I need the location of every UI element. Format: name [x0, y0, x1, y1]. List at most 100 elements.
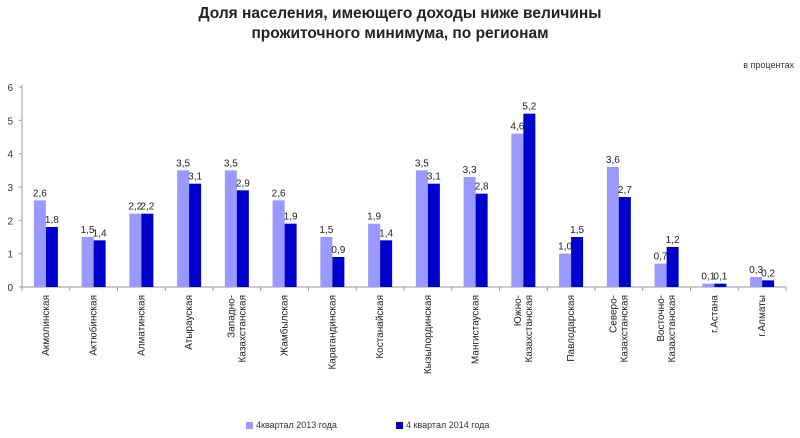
category-label-line: Южно- — [513, 295, 524, 326]
y-tick-label: 2 — [7, 216, 13, 227]
category-label-line: Жамбылская — [279, 295, 291, 356]
legend-item-2013: 4квартал 2013 года — [246, 420, 337, 430]
value-label-2014: 1,9 — [284, 212, 298, 223]
category-label-line: Казахстанская — [524, 295, 535, 362]
category-label-line: Северо- — [608, 295, 619, 333]
value-label-2013: 1,5 — [319, 225, 333, 236]
category-label-line: Акмолинская — [41, 295, 52, 356]
category-label-line: Карагандинская — [327, 295, 338, 370]
category-label-line: Западно- — [226, 295, 237, 338]
bar-2014 — [380, 240, 393, 287]
value-label-2013: 2,6 — [272, 188, 286, 199]
category-label: г.Астана — [709, 295, 720, 333]
value-label-2014: 3,1 — [188, 172, 202, 183]
chart-title-line-2: прожиточного минимума, по регионам — [251, 25, 549, 42]
legend-item-2014: 4 квартал 2014 года — [396, 420, 489, 430]
bar-2013 — [511, 133, 524, 287]
bar-2014 — [236, 190, 249, 287]
bar-2014 — [523, 113, 536, 288]
bar-2014 — [618, 197, 631, 287]
value-label-2013: 2,6 — [33, 188, 47, 199]
category-label: Атырауская — [184, 295, 195, 350]
bar-2014 — [427, 183, 440, 287]
bar-2013 — [129, 213, 142, 287]
chart-title: Доля населения, имеющего доходы ниже вел… — [0, 4, 800, 44]
y-tick-label: 3 — [7, 183, 13, 194]
value-label-2014: 1,4 — [379, 228, 393, 239]
category-label: г.Алматы — [757, 295, 768, 337]
value-label-2013: 3,3 — [463, 165, 477, 176]
category-label-line: Алматинская — [136, 295, 147, 356]
value-label-2014: 0,9 — [331, 245, 345, 256]
category-label-line: Восточно- — [656, 295, 667, 342]
value-label-2014: 0,1 — [713, 272, 727, 283]
value-label-2013: 1,0 — [558, 242, 572, 253]
bar-2014 — [332, 257, 345, 287]
bar-2013 — [750, 277, 763, 287]
bar-2014 — [284, 223, 297, 287]
bar-2014 — [666, 247, 679, 287]
category-label-line: Кызылординская — [423, 295, 434, 374]
category-label: Северо- Казахстанская — [608, 295, 630, 362]
category-label: Костанайская — [375, 295, 386, 359]
category-label-line: Атырауская — [184, 295, 195, 350]
category-label: Павлодарская — [566, 295, 577, 362]
category-label-line: Костанайская — [375, 295, 386, 359]
value-label-2013: 0,7 — [654, 252, 668, 263]
bar-2013 — [177, 170, 190, 287]
value-label-2013: 4,6 — [510, 122, 524, 133]
bar-2014 — [475, 193, 488, 287]
legend-swatch-2013 — [246, 421, 253, 429]
bar-2013 — [463, 177, 476, 287]
bar-chart: 01234562,61,8Акмолинская1,51,4Актюбинска… — [7, 83, 787, 374]
chart-title-line-1: Доля населения, имеющего доходы ниже вел… — [198, 5, 602, 22]
value-label-2013: 3,5 — [224, 158, 238, 169]
value-label-2013: 0,3 — [749, 265, 763, 276]
category-label: Карагандинская — [327, 295, 338, 370]
value-label-2014: 1,8 — [45, 215, 59, 226]
value-label-2014: 2,8 — [475, 182, 489, 193]
category-label: Восточно- Казахстанская — [656, 295, 678, 362]
category-label: Актюбинская — [88, 295, 100, 356]
value-label-2014: 1,4 — [93, 228, 107, 239]
value-label-2013: 3,5 — [415, 158, 429, 169]
legend-swatch-2014 — [396, 421, 403, 429]
category-label-line: Павлодарская — [566, 295, 577, 362]
value-label-2014: 2,7 — [618, 185, 632, 196]
y-tick-label: 0 — [7, 283, 13, 294]
category-label-line: Казахстанская — [619, 295, 630, 362]
category-label: Жамбылская — [279, 295, 291, 356]
bar-2013 — [415, 170, 428, 287]
y-tick-label: 4 — [7, 150, 13, 161]
category-label-line: г.Астана — [709, 295, 720, 333]
value-label-2014: 1,5 — [570, 225, 584, 236]
bar-2014 — [93, 240, 106, 287]
value-label-2013: 0,1 — [701, 272, 715, 283]
category-label: Южно- Казахстанская — [513, 295, 535, 362]
bar-2014 — [189, 183, 202, 287]
category-label-line: Мангистауская — [471, 295, 482, 364]
value-label-2014: 3,1 — [427, 172, 441, 183]
value-label-2013: 1,5 — [81, 225, 95, 236]
bar-2014 — [762, 280, 775, 287]
bar-2014 — [45, 227, 58, 287]
bar-2013 — [224, 170, 237, 287]
bar-2014 — [714, 283, 727, 287]
value-label-2014: 2,2 — [140, 202, 154, 213]
category-label: Мангистауская — [471, 295, 482, 364]
value-label-2013: 3,5 — [176, 158, 190, 169]
legend-label-2014: 4 квартал 2014 года — [406, 420, 490, 430]
bar-2013 — [81, 237, 94, 287]
value-label-2014: 0,2 — [761, 268, 775, 279]
category-label: Алматинская — [136, 295, 147, 356]
bar-2013 — [33, 200, 46, 287]
value-label-2014: 1,2 — [666, 235, 680, 246]
bar-2014 — [571, 237, 584, 287]
value-label-2014: 5,2 — [522, 102, 536, 113]
bar-2013 — [559, 253, 572, 287]
category-label-line: Казахстанская — [667, 295, 678, 362]
units-label: в процентах — [743, 60, 794, 70]
bar-2013 — [702, 283, 715, 287]
category-label: Западно- Казахстанская — [226, 295, 248, 362]
value-label-2013: 1,9 — [367, 212, 381, 223]
